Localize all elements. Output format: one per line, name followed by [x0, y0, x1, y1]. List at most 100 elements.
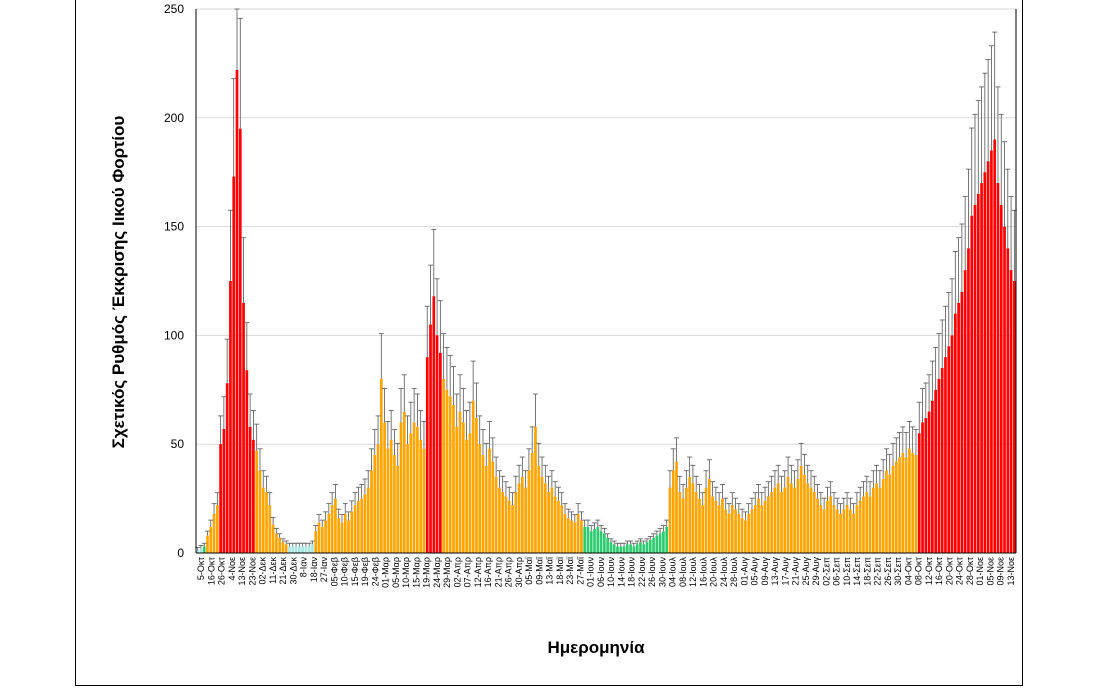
bar [357, 500, 360, 553]
bar [452, 405, 455, 553]
bar [478, 444, 482, 553]
bar [980, 183, 983, 553]
bar [435, 335, 439, 553]
x-tick-label: 24-Ιουλ [719, 557, 729, 587]
bar [629, 544, 632, 553]
bar [507, 500, 511, 553]
x-tick-label: 08-Οκτ [914, 557, 924, 586]
x-tick-label: 18-Ιαν [309, 557, 319, 583]
x-tick-label: 21-Δεκ [278, 557, 288, 585]
bar [1009, 270, 1013, 553]
bar [855, 505, 859, 553]
bar [711, 496, 714, 553]
bar [967, 248, 970, 554]
bar [439, 352, 442, 553]
bar [245, 370, 249, 553]
x-tick-label: 20-Ιουλ [709, 557, 719, 587]
bar [940, 368, 944, 553]
bar [265, 492, 268, 553]
bar [553, 496, 557, 553]
bar [635, 544, 639, 553]
x-tick-label: 16-Οκτ [206, 557, 216, 586]
x-tick-label: 22-Σεπ [873, 557, 883, 586]
bar [422, 448, 426, 553]
bar [261, 487, 265, 553]
bar [724, 509, 728, 553]
bar [901, 452, 905, 553]
x-tick-label: 06-Ιουν [596, 557, 606, 587]
bar [419, 439, 423, 553]
bar [314, 531, 318, 553]
bar [212, 513, 216, 553]
bar [235, 69, 239, 554]
bar [514, 492, 518, 553]
bar [842, 509, 846, 553]
bar [655, 535, 659, 553]
bar [232, 176, 236, 554]
bar [560, 505, 564, 553]
x-tick-label: 14-Σεπ [852, 557, 862, 586]
bar [875, 483, 878, 553]
bar [576, 513, 580, 553]
bar [931, 400, 934, 553]
bar [196, 550, 199, 553]
bar [757, 498, 760, 553]
bar [268, 505, 272, 553]
bar [835, 509, 839, 553]
bar [612, 544, 616, 553]
bar [215, 505, 219, 553]
bar [320, 526, 324, 553]
y-tick-label: 100 [164, 328, 184, 342]
bar [944, 357, 947, 553]
x-tick-label: 04-Ιουλ [668, 557, 678, 587]
bar [622, 546, 626, 553]
bar [809, 487, 813, 553]
bar [780, 492, 783, 553]
bar [370, 470, 373, 553]
bar [1003, 226, 1006, 553]
bar [665, 526, 669, 553]
bar [816, 498, 819, 553]
bar [396, 465, 400, 553]
bar [547, 492, 550, 553]
x-tick-label: 16-Ιουλ [698, 557, 708, 587]
bar [740, 518, 744, 553]
bar [878, 487, 882, 553]
x-tick-label: 18-Ιουν [627, 557, 637, 587]
bar [386, 448, 390, 553]
bar [379, 378, 383, 553]
bar [301, 546, 304, 553]
bar [760, 505, 764, 553]
bar [639, 542, 642, 553]
bar [461, 422, 465, 553]
x-tick-label: 06-Σεπ [832, 557, 842, 586]
bar [284, 544, 288, 553]
bar [832, 505, 836, 553]
bar [652, 537, 655, 553]
bar [737, 513, 741, 553]
bar [317, 522, 321, 553]
bar [917, 433, 921, 553]
bar [685, 487, 688, 553]
x-tick-label: 26-Ιουν [647, 557, 657, 587]
bar [603, 533, 606, 553]
bar [288, 546, 291, 553]
bar [416, 426, 419, 553]
y-tick-label: 250 [164, 2, 184, 16]
x-tick-label: 26-Απρ [504, 557, 514, 587]
x-tick-label: 05-Μαρ [391, 557, 401, 588]
bar [937, 378, 941, 553]
bar [475, 418, 478, 553]
bar [973, 204, 977, 553]
bar [671, 470, 675, 553]
bar [294, 546, 298, 553]
bar [248, 426, 252, 553]
bar [534, 426, 537, 553]
bar [242, 302, 245, 553]
x-tick-label: 13-Νοε [237, 557, 247, 586]
x-tick-label: 13-Αυγ [770, 557, 780, 586]
bar [1006, 248, 1010, 554]
bar [393, 455, 396, 553]
bar [412, 422, 416, 553]
